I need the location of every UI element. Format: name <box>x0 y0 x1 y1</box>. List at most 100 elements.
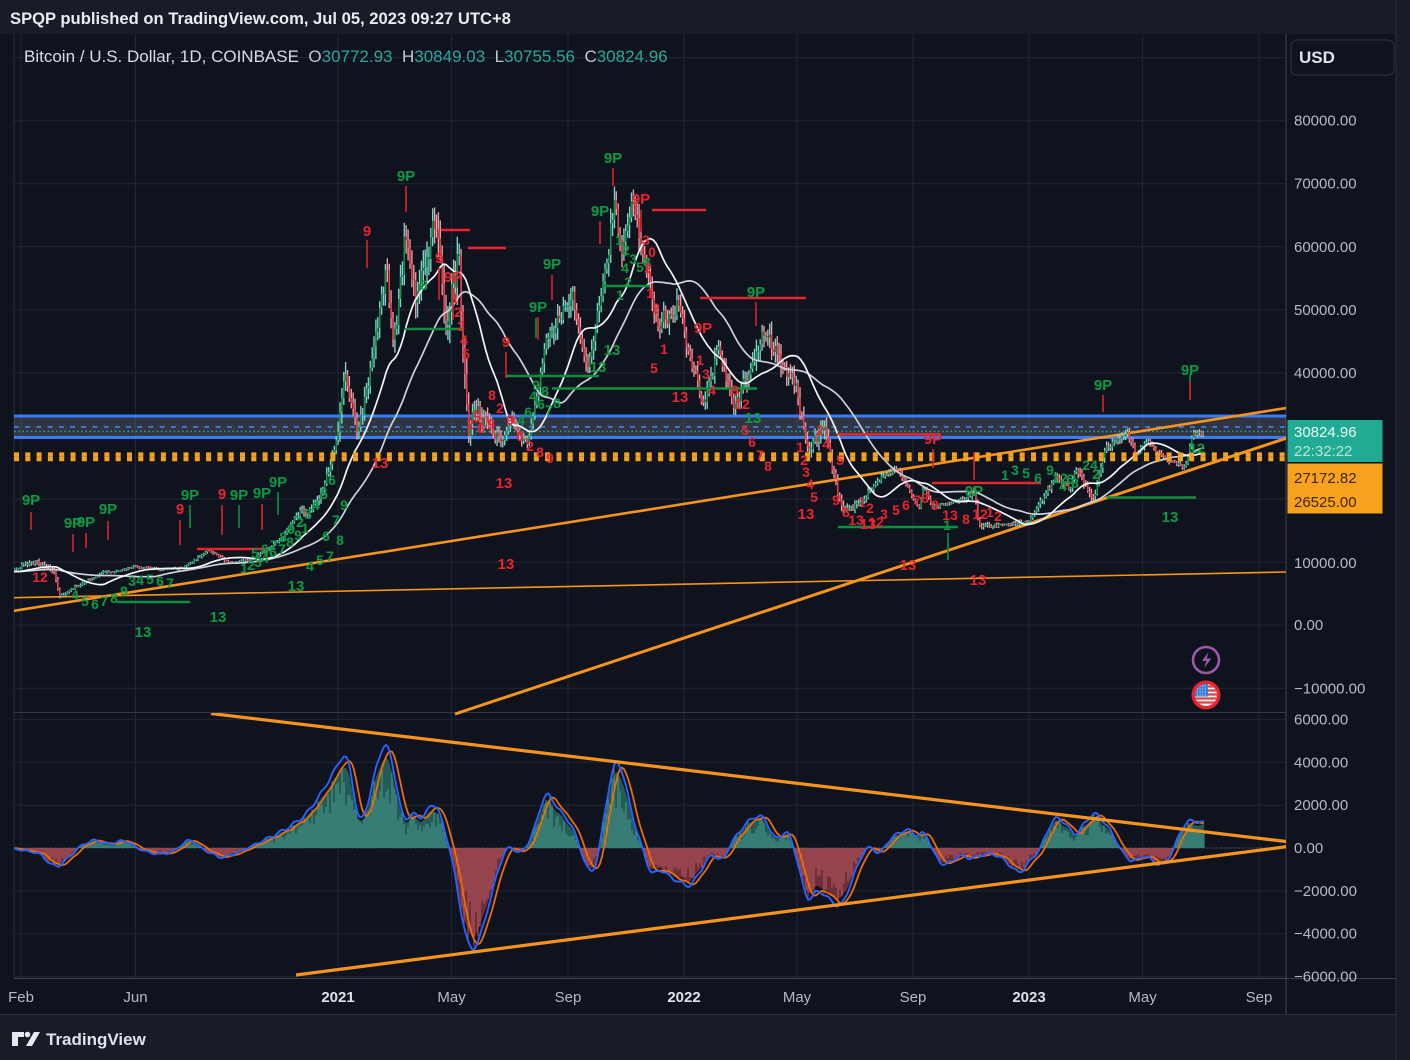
svg-text:50000.00: 50000.00 <box>1294 302 1357 319</box>
svg-text:9P: 9P <box>269 474 287 491</box>
svg-text:9P: 9P <box>1181 362 1199 379</box>
svg-text:4: 4 <box>136 572 144 588</box>
svg-text:SPQP published on TradingView.: SPQP published on TradingView.com, Jul 0… <box>10 9 511 28</box>
svg-text:4: 4 <box>1059 478 1067 494</box>
svg-text:6: 6 <box>156 573 164 589</box>
svg-text:9: 9 <box>1046 462 1054 478</box>
svg-text:4: 4 <box>621 260 629 276</box>
svg-text:4: 4 <box>312 497 320 513</box>
svg-text:9: 9 <box>435 250 443 267</box>
svg-text:4: 4 <box>460 332 468 348</box>
svg-text:8: 8 <box>764 458 772 474</box>
svg-text:13: 13 <box>496 475 513 492</box>
svg-text:Sep: Sep <box>555 989 582 1006</box>
svg-text:5: 5 <box>636 259 644 275</box>
svg-text:0: 0 <box>648 244 656 260</box>
svg-text:6: 6 <box>1066 471 1074 487</box>
svg-text:5: 5 <box>462 346 470 362</box>
svg-text:6: 6 <box>91 596 99 612</box>
svg-text:1: 1 <box>1001 467 1009 483</box>
svg-text:6: 6 <box>524 404 532 420</box>
svg-text:4000.00: 4000.00 <box>1294 754 1348 771</box>
svg-text:USD: USD <box>1299 48 1335 67</box>
svg-text:1: 1 <box>615 232 623 248</box>
svg-text:13: 13 <box>798 506 815 523</box>
svg-text:13: 13 <box>135 624 152 641</box>
svg-text:5: 5 <box>741 422 749 438</box>
svg-text:7: 7 <box>270 537 278 553</box>
svg-text:2: 2 <box>1092 466 1100 482</box>
svg-text:12: 12 <box>868 514 884 530</box>
svg-text:5: 5 <box>146 571 154 587</box>
svg-text:8: 8 <box>1071 475 1079 491</box>
svg-text:12: 12 <box>734 396 750 412</box>
svg-text:9P: 9P <box>397 168 415 185</box>
svg-text:7: 7 <box>756 447 764 463</box>
svg-text:22:32:22: 22:32:22 <box>1294 443 1352 460</box>
svg-text:6: 6 <box>261 541 269 557</box>
svg-text:5: 5 <box>316 552 324 568</box>
svg-text:9: 9 <box>506 412 514 428</box>
svg-text:12: 12 <box>1052 470 1068 486</box>
svg-text:1: 1 <box>858 494 866 510</box>
svg-text:8: 8 <box>420 277 428 293</box>
svg-text:1: 1 <box>696 352 704 368</box>
svg-text:3: 3 <box>254 554 262 570</box>
svg-text:2023: 2023 <box>1012 989 1045 1006</box>
svg-text:8: 8 <box>110 590 118 606</box>
svg-text:2: 2 <box>466 416 474 432</box>
svg-text:1: 1 <box>646 285 654 301</box>
svg-text:4: 4 <box>306 558 314 574</box>
svg-text:9P: 9P <box>253 485 271 502</box>
svg-text:9: 9 <box>832 492 840 508</box>
svg-text:80000.00: 80000.00 <box>1294 113 1357 130</box>
svg-text:2: 2 <box>526 438 534 454</box>
svg-text:8: 8 <box>336 532 344 548</box>
svg-text:−6000.00: −6000.00 <box>1294 969 1357 986</box>
svg-text:6: 6 <box>902 497 910 513</box>
svg-text:0: 0 <box>516 428 524 444</box>
svg-text:13: 13 <box>672 389 689 406</box>
svg-text:9P: 9P <box>77 514 95 531</box>
svg-text:2: 2 <box>624 274 632 290</box>
svg-text:13: 13 <box>1162 509 1179 526</box>
svg-text:6: 6 <box>269 544 277 560</box>
svg-text:8: 8 <box>962 511 970 527</box>
svg-text:2021: 2021 <box>321 989 354 1006</box>
svg-text:12: 12 <box>32 569 48 585</box>
svg-text:Jun: Jun <box>123 989 147 1006</box>
svg-text:6: 6 <box>328 472 336 488</box>
svg-text:9P: 9P <box>64 515 82 532</box>
svg-text:6: 6 <box>1034 470 1042 486</box>
svg-text:4: 4 <box>71 587 79 603</box>
svg-text:8: 8 <box>921 490 929 506</box>
svg-text:5: 5 <box>892 502 900 518</box>
svg-text:5: 5 <box>1022 465 1030 481</box>
svg-text:10000.00: 10000.00 <box>1294 555 1357 572</box>
svg-text:9P: 9P <box>747 284 765 301</box>
svg-text:7: 7 <box>545 402 553 418</box>
svg-text:8: 8 <box>536 444 544 460</box>
svg-text:9P: 9P <box>591 203 609 220</box>
svg-text:Sep: Sep <box>900 989 927 1006</box>
svg-text:5: 5 <box>650 360 658 376</box>
svg-text:13: 13 <box>900 557 917 574</box>
svg-text:12: 12 <box>1189 440 1205 456</box>
svg-text:8: 8 <box>488 387 496 403</box>
svg-text:12: 12 <box>972 506 988 522</box>
svg-text:1: 1 <box>660 341 668 357</box>
svg-text:30824.96: 30824.96 <box>1294 424 1357 441</box>
svg-text:1: 1 <box>986 504 994 520</box>
svg-text:13: 13 <box>942 507 958 523</box>
svg-text:9: 9 <box>731 382 739 398</box>
svg-text:9: 9 <box>532 377 540 393</box>
svg-text:6000.00: 6000.00 <box>1294 711 1348 728</box>
svg-text:7: 7 <box>278 541 286 557</box>
svg-text:9P: 9P <box>924 431 942 448</box>
svg-text:3: 3 <box>802 464 810 480</box>
svg-text:9P: 9P <box>181 487 199 504</box>
svg-text:9P: 9P <box>529 299 547 316</box>
svg-text:13: 13 <box>604 342 621 359</box>
svg-text:13: 13 <box>372 455 389 472</box>
svg-text:7: 7 <box>166 575 174 591</box>
